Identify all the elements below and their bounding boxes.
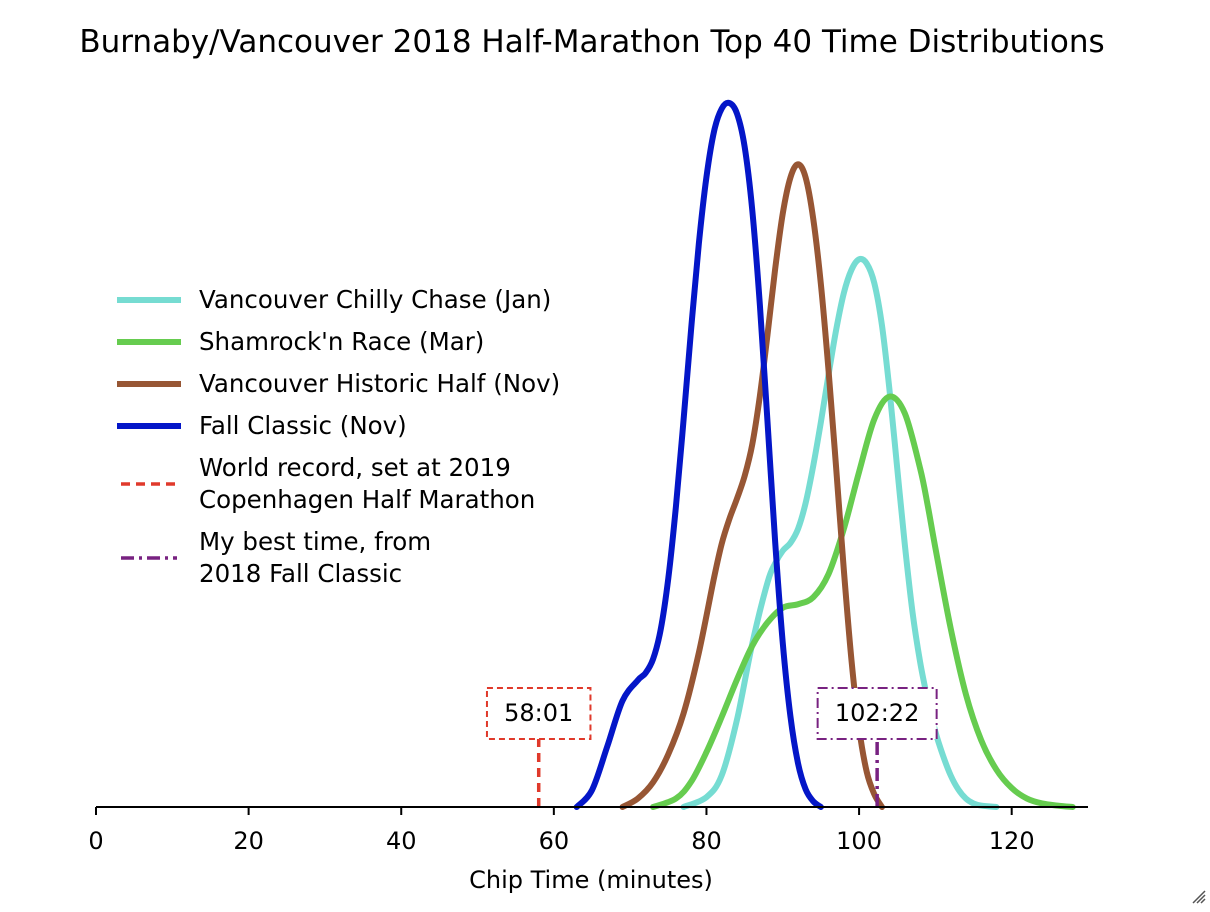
legend-item-vancouver-historic-half-nov: Vancouver Historic Half (Nov)	[117, 369, 560, 398]
x-axis: 0 20 40 60 80 100 120	[88, 806, 1088, 855]
x-tick-label: 60	[539, 827, 570, 855]
annotation-102-22: 102:22	[816, 687, 938, 740]
series-vancouver-historic-half-nov-line	[619, 161, 885, 810]
legend: Vancouver Chilly Chase (Jan) Shamrock'n R…	[117, 285, 560, 588]
x-axis-label: Chip Time (minutes)	[469, 866, 713, 894]
legend-item-vancouver-chilly-chase-jan: Vancouver Chilly Chase (Jan)	[117, 285, 551, 314]
legend-item-shamrock-n-race-mar: Shamrock'n Race (Mar)	[117, 327, 484, 356]
legend-label: Vancouver Historic Half (Nov)	[199, 369, 560, 398]
annotation-58-01: 58:01	[485, 687, 592, 740]
annotation-box	[485, 687, 592, 740]
x-tick-label: 0	[88, 827, 103, 855]
annotation-box	[816, 687, 938, 740]
resize-grip-icon[interactable]	[1192, 890, 1206, 904]
annotation-label: 102:22	[835, 699, 919, 727]
legend-item-world-record-set-at-2019: World record, set at 2019 Copenhagen Half…	[121, 453, 535, 514]
x-tick-label: 40	[386, 827, 417, 855]
series-vancouver-chilly-chase-jan-line	[680, 255, 1000, 810]
legend-item-fall-classic-nov: Fall Classic (Nov)	[117, 411, 407, 440]
series-fall-classic-nov-line	[573, 99, 824, 810]
annotation-layer: 58:01 102:22	[485, 687, 938, 740]
legend-label: Vancouver Chilly Chase (Jan)	[199, 285, 551, 314]
x-tick-label: 80	[691, 827, 722, 855]
series-layer	[536, 99, 1076, 810]
x-tick-label: 100	[836, 827, 882, 855]
legend-item-my-best-time-from: My best time, from 2018 Fall Classic	[121, 527, 431, 588]
x-tick-label: 20	[233, 827, 264, 855]
chart-title: Burnaby/Vancouver 2018 Half-Marathon Top…	[79, 24, 1104, 60]
legend-label: World record, set at 2019 Copenhagen Half…	[199, 453, 535, 514]
x-tick-label: 120	[989, 827, 1035, 855]
legend-label: Shamrock'n Race (Mar)	[199, 327, 484, 356]
legend-label: My best time, from 2018 Fall Classic	[199, 527, 431, 588]
legend-label: Fall Classic (Nov)	[199, 411, 407, 440]
series-shamrock-n-race-mar-line	[650, 393, 1076, 810]
annotation-label: 58:01	[504, 699, 573, 727]
